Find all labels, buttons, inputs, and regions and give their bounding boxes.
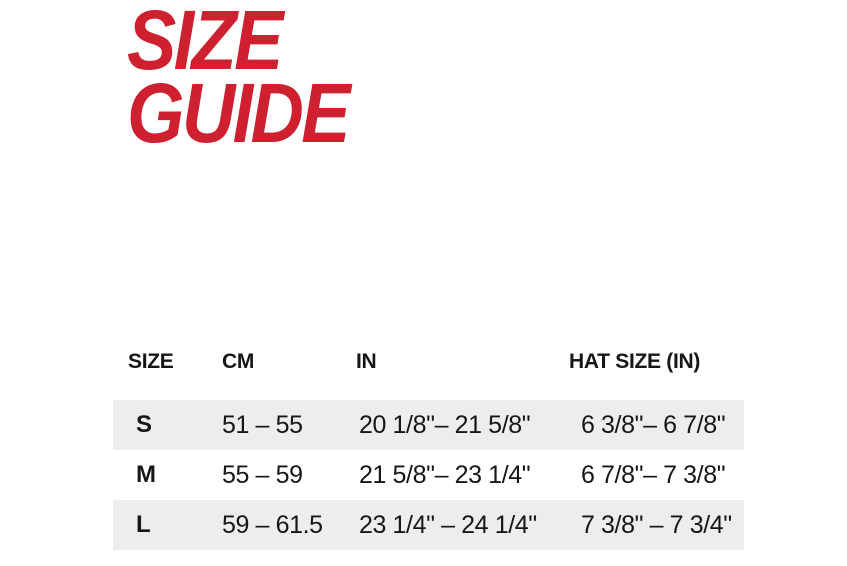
page-title-line-1: SIZE xyxy=(127,0,283,87)
in-range: 23 1/4" – 24 1/4" xyxy=(359,510,537,539)
cm-range: 59 – 61.5 xyxy=(222,510,323,539)
size-label: S xyxy=(136,411,152,438)
size-table-body: S 51 – 55 20 1/8"– 21 5/8" 6 3/8"– 6 7/8… xyxy=(113,400,744,550)
header-row: SIZE CM IN HAT SIZE (IN) xyxy=(113,350,744,400)
size-label: M xyxy=(136,461,156,488)
in-range: 21 5/8"– 23 1/4" xyxy=(359,460,531,489)
column-header-cm: CM xyxy=(222,350,255,373)
table-row-small: S 51 – 55 20 1/8"– 21 5/8" 6 3/8"– 6 7/8… xyxy=(113,400,744,450)
cm-range: 51 – 55 xyxy=(222,410,303,439)
table-row-medium: M 55 – 59 21 5/8"– 23 1/4" 6 7/8"– 7 3/8… xyxy=(113,450,744,500)
column-header-size: SIZE xyxy=(128,350,174,373)
hat-size-range: 6 3/8"– 6 7/8" xyxy=(581,410,726,439)
hat-size-range: 7 3/8" – 7 3/4" xyxy=(581,510,732,539)
size-table: SIZE CM IN HAT SIZE (IN) S 51 – 55 20 1/… xyxy=(113,350,744,550)
cm-range: 55 – 59 xyxy=(222,460,303,489)
page-title-line-2: GUIDE xyxy=(127,66,351,160)
size-table-header: SIZE CM IN HAT SIZE (IN) xyxy=(113,350,744,400)
size-table-container: SIZE CM IN HAT SIZE (IN) S 51 – 55 20 1/… xyxy=(113,350,744,550)
page-title: SIZE GUIDE xyxy=(127,0,351,160)
hat-size-range: 6 7/8"– 7 3/8" xyxy=(581,460,726,489)
table-row-large: L 59 – 61.5 23 1/4" – 24 1/4" 7 3/8" – 7… xyxy=(113,500,744,550)
column-header-in: IN xyxy=(356,350,377,373)
size-label: L xyxy=(136,511,151,538)
column-header-hat-size: HAT SIZE (IN) xyxy=(569,350,701,373)
in-range: 20 1/8"– 21 5/8" xyxy=(359,410,531,439)
